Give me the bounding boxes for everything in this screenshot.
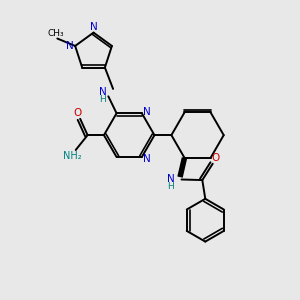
Text: H: H	[99, 95, 106, 104]
Text: N: N	[143, 154, 151, 164]
Text: O: O	[212, 153, 220, 164]
Text: O: O	[74, 108, 82, 118]
Text: N: N	[167, 174, 174, 184]
Text: H: H	[167, 182, 174, 190]
Text: N: N	[143, 107, 151, 117]
Text: N: N	[98, 87, 106, 97]
Text: NH₂: NH₂	[63, 151, 82, 161]
Text: N: N	[90, 22, 98, 32]
Text: CH₃: CH₃	[47, 29, 64, 38]
Text: N: N	[66, 41, 74, 51]
